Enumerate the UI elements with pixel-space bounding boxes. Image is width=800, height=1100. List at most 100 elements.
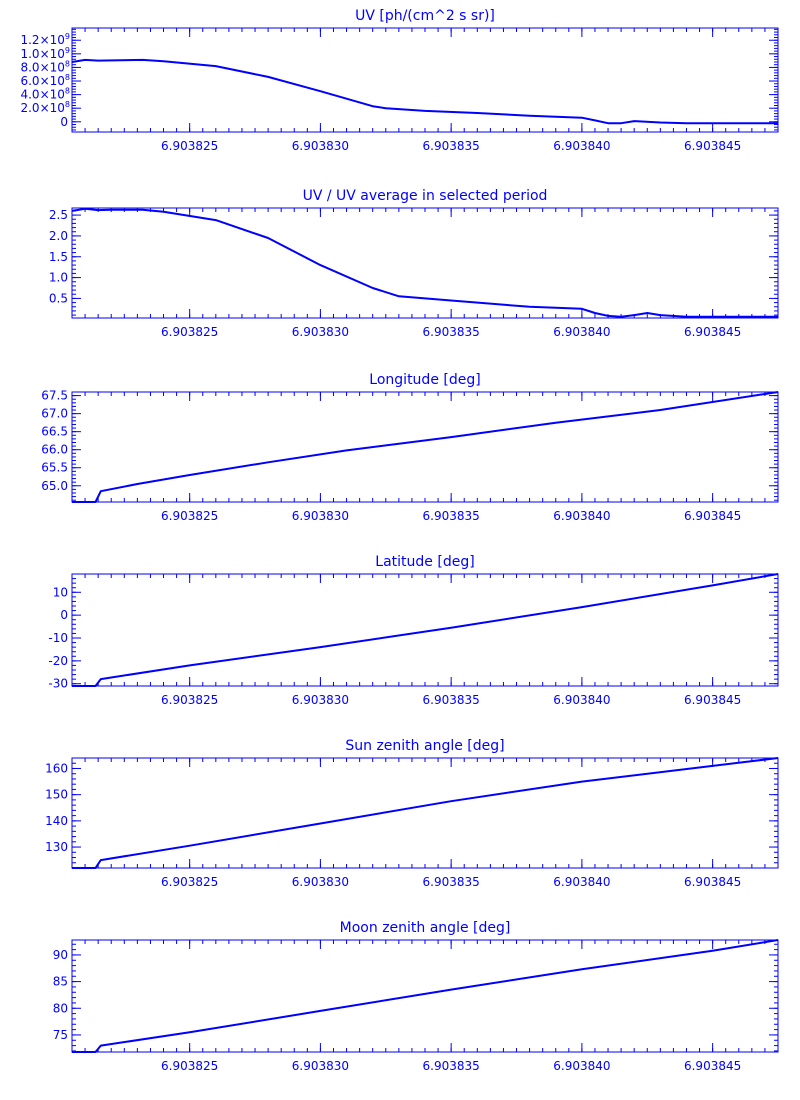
y-tick-base: 75 xyxy=(53,1028,68,1042)
y-tick-base: 65.0 xyxy=(41,479,68,493)
y-tick-label: 8.0×108 xyxy=(20,59,70,74)
y-tick-label: 2.0 xyxy=(49,229,68,243)
y-tick-label: 67.5 xyxy=(41,389,68,403)
y-tick-exponent: 9 xyxy=(65,46,70,55)
y-tick-base: 1.2×10 xyxy=(20,33,64,47)
y-tick-label: 130 xyxy=(45,840,68,854)
y-tick-base: 8.0×10 xyxy=(20,60,64,74)
panel-title: UV / UV average in selected period xyxy=(303,188,548,204)
panel-5: Sun zenith angle [deg] 6.903825 6.903830 6.… xyxy=(45,738,779,889)
x-tick-label: 6.903845 xyxy=(684,875,741,889)
y-tick-base: 67.5 xyxy=(41,389,68,403)
y-tick-label: 65.0 xyxy=(41,479,68,493)
x-tick-label: 6.903825 xyxy=(161,693,218,707)
y-tick-base: 0 xyxy=(60,115,68,129)
plot-frame xyxy=(71,573,779,687)
x-tick-label: 6.903830 xyxy=(292,139,349,153)
y-tick-base: 1.0×10 xyxy=(20,47,64,61)
x-tick-label: 6.903845 xyxy=(684,509,741,523)
y-tick-label: 66.0 xyxy=(41,443,68,457)
data-series-line xyxy=(72,391,779,503)
x-tick-label: 6.903830 xyxy=(292,325,349,339)
y-tick-base: 0.5 xyxy=(49,291,68,305)
data-series-line xyxy=(72,573,779,687)
y-tick-base: 2.5 xyxy=(49,208,68,222)
y-tick-base: 1.0 xyxy=(49,271,68,285)
y-tick-label: -10 xyxy=(48,631,68,645)
data-series-line xyxy=(72,939,779,1053)
y-tick-base: 66.0 xyxy=(41,443,68,457)
y-tick-label: 1.0 xyxy=(49,271,68,285)
y-tick-label: 0 xyxy=(60,608,68,622)
x-tick-label: 6.903825 xyxy=(161,139,218,153)
y-tick-base: 0 xyxy=(60,608,68,622)
y-tick-base: 4.0×10 xyxy=(20,88,64,102)
x-tick-label: 6.903825 xyxy=(161,1059,218,1073)
y-tick-base: 90 xyxy=(53,948,68,962)
y-tick-base: 65.5 xyxy=(41,461,68,475)
x-tick-label: 6.903840 xyxy=(553,325,610,339)
x-tick-label: 6.903845 xyxy=(684,1059,741,1073)
x-tick-label: 6.903825 xyxy=(161,509,218,523)
x-tick-label: 6.903845 xyxy=(684,325,741,339)
y-tick-base: 67.0 xyxy=(41,407,68,421)
y-tick-label: 65.5 xyxy=(41,461,68,475)
x-tick-label: 6.903830 xyxy=(292,875,349,889)
y-tick-label: -30 xyxy=(48,677,68,691)
panel-title: Latitude [deg] xyxy=(375,554,474,570)
y-tick-label: 0 xyxy=(60,115,68,129)
x-tick-label: 6.903835 xyxy=(423,139,480,153)
y-tick-label: 80 xyxy=(53,1001,68,1015)
y-tick-label: 85 xyxy=(53,975,68,989)
y-tick-base: 130 xyxy=(45,840,68,854)
panel-title: Sun zenith angle [deg] xyxy=(345,738,504,754)
x-tick-label: 6.903845 xyxy=(684,693,741,707)
x-tick-label: 6.903830 xyxy=(292,693,349,707)
y-tick-label: 67.0 xyxy=(41,407,68,421)
plot-frame xyxy=(71,27,779,133)
y-tick-label: -20 xyxy=(48,654,68,668)
panel-1: UV [ph/(cm^2 s sr)] 6.903825 6.903830 6.903… xyxy=(20,8,779,153)
y-tick-base: 2.0 xyxy=(49,229,68,243)
y-tick-base: 160 xyxy=(45,761,68,775)
y-tick-label: 1.5 xyxy=(49,250,68,264)
x-tick-label: 6.903830 xyxy=(292,1059,349,1073)
y-tick-exponent: 8 xyxy=(65,73,70,82)
y-tick-label: 90 xyxy=(53,948,68,962)
y-tick-label: 160 xyxy=(45,761,68,775)
x-tick-label: 6.903840 xyxy=(553,139,610,153)
panel-3: Longitude [deg] 6.903825 6.903830 6.903835 6… xyxy=(41,372,779,523)
y-tick-exponent: 8 xyxy=(65,87,70,96)
y-tick-base: 150 xyxy=(45,788,68,802)
y-tick-label: 6.0×108 xyxy=(20,73,70,88)
y-tick-base: 140 xyxy=(45,814,68,828)
data-series-line xyxy=(71,207,778,318)
y-tick-label: 66.5 xyxy=(41,425,68,439)
y-tick-base: 80 xyxy=(53,1001,68,1015)
x-tick-label: 6.903835 xyxy=(423,693,480,707)
y-tick-label: 0.5 xyxy=(49,291,68,305)
y-tick-label: 140 xyxy=(45,814,68,828)
x-tick-label: 6.903840 xyxy=(553,1059,610,1073)
x-tick-label: 6.903825 xyxy=(161,875,218,889)
panel-2: UV / UV average in selected period 6.9038… xyxy=(49,188,779,339)
panel-title: Longitude [deg] xyxy=(369,372,480,388)
plot-frame xyxy=(71,757,779,869)
y-tick-exponent: 8 xyxy=(65,59,70,68)
x-tick-label: 6.903825 xyxy=(161,325,218,339)
x-tick-label: 6.903835 xyxy=(423,875,480,889)
y-tick-base: -30 xyxy=(48,677,68,691)
x-tick-label: 6.903835 xyxy=(423,509,480,523)
y-tick-label: 150 xyxy=(45,788,68,802)
y-tick-base: 2.0×10 xyxy=(20,101,64,115)
y-tick-base: 1.5 xyxy=(49,250,68,264)
x-tick-label: 6.903840 xyxy=(553,509,610,523)
x-tick-label: 6.903840 xyxy=(553,875,610,889)
y-tick-label: 1.0×109 xyxy=(20,46,70,61)
y-tick-base: 10 xyxy=(53,585,68,599)
y-tick-exponent: 8 xyxy=(65,100,70,109)
x-tick-label: 6.903830 xyxy=(292,509,349,523)
y-tick-base: 66.5 xyxy=(41,425,68,439)
y-tick-base: -20 xyxy=(48,654,68,668)
